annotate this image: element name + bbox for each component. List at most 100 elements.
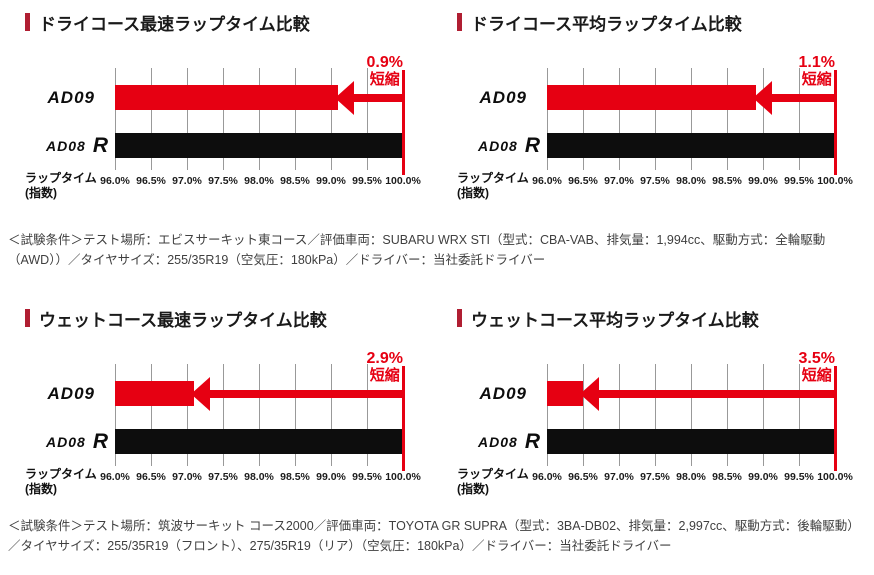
x-tick-label: 96.5% <box>568 471 598 483</box>
x-tick-label: 100.0% <box>817 471 853 483</box>
x-tick-label: 96.0% <box>100 471 130 483</box>
gridline <box>727 364 728 466</box>
x-tick-label: 98.0% <box>244 175 274 187</box>
x-tick-label: 98.5% <box>712 175 742 187</box>
plot-area: 0.9% 短縮 <box>115 54 405 175</box>
plot-area: 2.9% 短縮 <box>115 350 405 471</box>
reduction-arrow-shaft <box>209 389 403 398</box>
gridline <box>799 68 800 170</box>
category-labels: AD09 AD08 R <box>25 364 111 466</box>
gridline <box>151 68 152 170</box>
category-label: AD09 <box>479 383 527 403</box>
chart-column-dry-average: ドライコース平均ラップタイム比較 AD09 AD08 R 1.1% 短縮 ラップタイム… <box>437 12 874 204</box>
x-tick-label: 99.0% <box>316 175 346 187</box>
reduction-arrow-shaft <box>598 389 835 398</box>
x-axis-title: ラップタイム (指数) <box>25 171 97 200</box>
gridline <box>691 68 692 170</box>
category-labels: AD09 AD08 R <box>25 68 111 170</box>
reduction-label: 短縮 <box>801 70 832 88</box>
x-tick-label: 96.5% <box>136 471 166 483</box>
x-tick-label: 98.0% <box>676 471 706 483</box>
category-labels: AD09 AD08 R <box>457 68 543 170</box>
chart-row-dry: ドライコース最速ラップタイム比較 AD09 AD08 R 0.9% 短縮 ラップタイム… <box>0 12 874 204</box>
x-axis-tick-labels: 96.0% 96.5% 97.0% 97.5% 98.0% 98.5% 99.0% 99.5%… <box>100 174 421 190</box>
test-conditions-note-wet: ＜試験条件＞テスト場所：筑波サーキット コース2000／評価車両：TOYOTA … <box>8 519 860 553</box>
gridline <box>115 68 116 170</box>
reduction-label: 短縮 <box>369 70 400 88</box>
bar-ad08r <box>547 133 835 158</box>
reduction-annotation: 2.9% 短縮 <box>367 350 403 385</box>
x-tick-label: 97.5% <box>640 175 670 187</box>
category-label: AD09 <box>479 87 527 107</box>
x-axis-title: ラップタイム (指数) <box>457 467 529 496</box>
x-tick-label: 99.5% <box>352 175 382 187</box>
chart-title: ドライコース平均ラップタイム比較 <box>457 12 874 34</box>
chart-title-text: ウェットコース最速ラップタイム比較 <box>39 310 327 330</box>
category-label: AD08 R <box>46 133 109 157</box>
chart-row-wet: ウェットコース最速ラップタイム比較 AD09 AD08 R 2.9% 短縮 ラップタイ… <box>0 308 874 500</box>
plot-area: 1.1% 短縮 <box>547 54 837 175</box>
x-tick-label: 97.0% <box>604 175 634 187</box>
x-tick-label: 98.0% <box>676 175 706 187</box>
x-axis-title: ラップタイム (指数) <box>25 467 97 496</box>
gridline <box>691 364 692 466</box>
x-tick-label: 99.5% <box>784 471 814 483</box>
bar-ad09 <box>547 85 756 110</box>
x-tick-label: 96.5% <box>568 175 598 187</box>
x-tick-label: 97.5% <box>640 471 670 483</box>
gridline <box>367 68 368 170</box>
gridline <box>367 364 368 466</box>
gridline <box>547 364 548 466</box>
x-tick-label: 96.0% <box>532 175 562 187</box>
gridline <box>151 364 152 466</box>
bar-ad09 <box>115 85 339 110</box>
x-tick-label: 99.0% <box>748 175 778 187</box>
gridline <box>259 364 260 466</box>
gridline <box>799 364 800 466</box>
bar-ad09 <box>547 381 583 406</box>
baseline-100-percent-line <box>834 70 837 175</box>
gridline <box>223 68 224 170</box>
gridline <box>727 68 728 170</box>
x-tick-label: 98.5% <box>280 471 310 483</box>
x-tick-label: 96.0% <box>532 471 562 483</box>
category-label: AD09 <box>47 87 95 107</box>
x-tick-label: 99.5% <box>784 175 814 187</box>
bar-ad08r <box>115 133 403 158</box>
gridline <box>187 364 188 466</box>
reduction-label: 短縮 <box>801 366 832 384</box>
gridline <box>295 68 296 170</box>
test-conditions-note-dry: ＜試験条件＞テスト場所：エビスサーキット東コース／評価車両：SUBARU WRX… <box>8 233 826 267</box>
title-marker-bar <box>25 309 30 327</box>
chart-title-text: ドライコース平均ラップタイム比較 <box>471 14 742 34</box>
chart-title-text: ドライコース最速ラップタイム比較 <box>39 14 310 34</box>
x-tick-label: 99.0% <box>748 471 778 483</box>
x-axis-title: ラップタイム (指数) <box>457 171 529 200</box>
gridline <box>331 364 332 466</box>
gridline <box>655 364 656 466</box>
x-tick-label: 98.5% <box>280 175 310 187</box>
x-axis-tick-labels: 96.0% 96.5% 97.0% 97.5% 98.0% 98.5% 99.0% 99.5%… <box>532 174 853 190</box>
reduction-arrow-head <box>752 80 772 115</box>
x-tick-label: 100.0% <box>385 175 421 187</box>
title-marker-bar <box>457 309 462 327</box>
gridline <box>331 68 332 170</box>
gridline <box>115 364 116 466</box>
x-tick-label: 98.5% <box>712 471 742 483</box>
bar-ad08r <box>547 429 835 454</box>
gridline <box>223 364 224 466</box>
gridline <box>619 68 620 170</box>
x-tick-label: 97.0% <box>172 175 202 187</box>
x-tick-label: 98.0% <box>244 471 274 483</box>
category-label: AD08 R <box>478 429 541 453</box>
x-tick-label: 99.5% <box>352 471 382 483</box>
reduction-arrow-shaft <box>770 93 835 102</box>
gridline <box>583 364 584 466</box>
reduction-percent-value: 3.5% <box>798 350 835 367</box>
chart-column-dry-fastest: ドライコース最速ラップタイム比較 AD09 AD08 R 0.9% 短縮 ラップタイム… <box>0 12 437 204</box>
chart-column-wet-fastest: ウェットコース最速ラップタイム比較 AD09 AD08 R 2.9% 短縮 ラップタイ… <box>0 308 437 500</box>
x-tick-label: 96.5% <box>136 175 166 187</box>
gridline <box>655 68 656 170</box>
gridline <box>763 68 764 170</box>
gridline <box>619 364 620 466</box>
